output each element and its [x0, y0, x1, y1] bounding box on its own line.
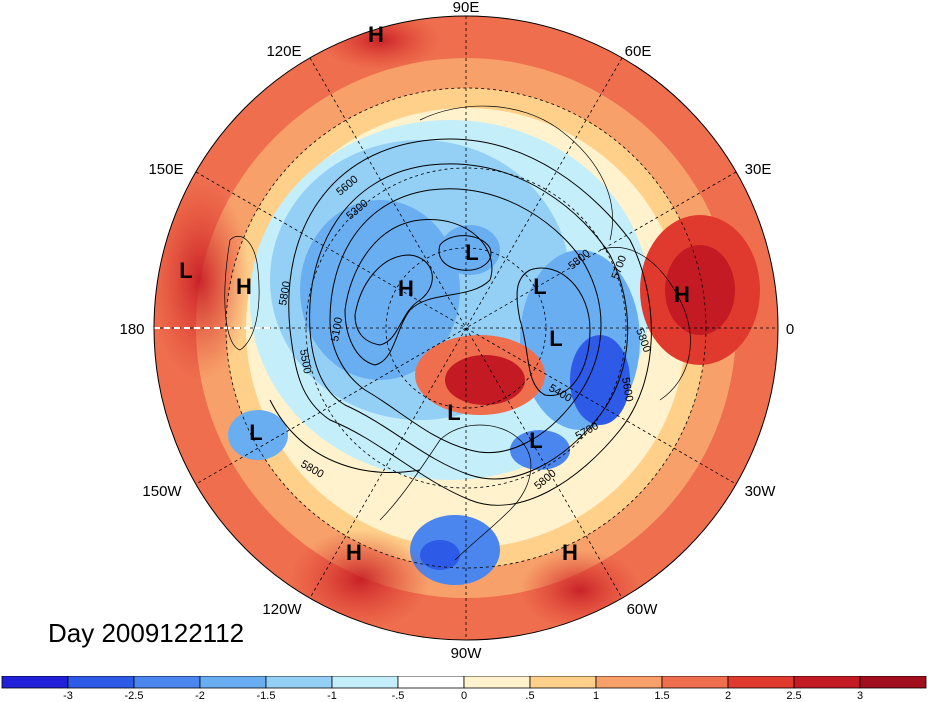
colorbar-tick-label: -1.5: [257, 690, 276, 702]
colorbar-labels: -3 -2.5 -2 -1.5 -1 -.5 0 .5 1 1.5 2 2.5 3: [63, 690, 863, 702]
colorbar-box: [595, 676, 663, 689]
contour-label: 5100: [329, 316, 345, 342]
center-marker: L: [465, 240, 478, 265]
lon-label-120e: 120E: [266, 43, 301, 60]
lon-label-30e: 30E: [745, 161, 772, 178]
colorbar-tick-label: -2.5: [125, 690, 144, 702]
height-contours: [269, 138, 652, 506]
lon-label-120w: 120W: [262, 601, 302, 618]
colorbar-box: [463, 676, 531, 689]
contour-label: 5500: [297, 348, 313, 374]
center-marker: H: [368, 22, 384, 47]
lon-label-30w: 30W: [745, 483, 777, 500]
colorbar-box: [199, 676, 267, 689]
colorbar-tick-label: -.5: [392, 690, 405, 702]
longitude-labels: 90E 60E 30E 0 30W 60W 90W 120W 150W 180 …: [119, 0, 794, 662]
colorbar-box: [529, 676, 597, 689]
colorbar-boxes: [1, 676, 927, 689]
center-marker: H: [236, 274, 252, 299]
pressure-centers: H L H L H L L H L L L H H: [179, 22, 690, 565]
colorbar-tick-label: 1: [593, 690, 599, 702]
day-label: Day 2009122112: [48, 618, 245, 648]
colorbar-box: [859, 676, 927, 689]
center-marker: H: [674, 282, 690, 307]
colorbar-tick-label: 3: [857, 690, 863, 702]
colorbar-tick-label: 2.5: [786, 690, 801, 702]
lon-label-150w: 150W: [142, 483, 182, 500]
colorbar-box: [793, 676, 861, 689]
colorbar-tick-label: 2: [725, 690, 731, 702]
contour-label: 5600: [619, 376, 635, 402]
colorbar-box: [397, 676, 465, 689]
center-marker: H: [398, 276, 414, 301]
colorbar-box: [661, 676, 729, 689]
center-marker: L: [549, 326, 562, 351]
lon-label-90w: 90W: [451, 645, 483, 662]
lon-label-60e: 60E: [625, 43, 652, 60]
polar-map: 90E 60E 30E 0 30W 60W 90W 120W 150W 180 …: [119, 0, 794, 662]
colorbar-tick-label: 0: [461, 690, 467, 702]
center-marker: L: [533, 274, 546, 299]
colorbar-box: [265, 676, 333, 689]
center-marker: H: [562, 540, 578, 565]
coastlines: [224, 105, 691, 561]
center-marker: L: [529, 428, 542, 453]
colorbar-tick-label: .5: [525, 690, 534, 702]
colorbar-tick-label: -3: [63, 690, 73, 702]
lon-label-180: 180: [119, 321, 144, 338]
center-marker: H: [346, 540, 362, 565]
colorbar: -3 -2.5 -2 -1.5 -1 -.5 0 .5 1 1.5 2 2.5 3: [1, 676, 927, 702]
center-marker: L: [249, 420, 262, 445]
lon-label-0: 0: [786, 321, 794, 338]
center-marker: L: [179, 258, 192, 283]
colorbar-box: [1, 676, 69, 689]
lon-label-90e: 90E: [453, 0, 480, 16]
lon-label-60w: 60W: [627, 601, 659, 618]
colorbar-tick-label: -1: [327, 690, 337, 702]
colorbar-box: [331, 676, 399, 689]
colorbar-box: [727, 676, 795, 689]
colorbar-box: [133, 676, 201, 689]
colorbar-box: [67, 676, 135, 689]
contour-label: 5800: [277, 280, 293, 306]
lon-label-150e: 150E: [148, 161, 183, 178]
center-marker: L: [447, 400, 460, 425]
colorbar-tick-label: -2: [195, 690, 205, 702]
colorbar-tick-label: 1.5: [654, 690, 669, 702]
map-border: [153, 15, 779, 641]
